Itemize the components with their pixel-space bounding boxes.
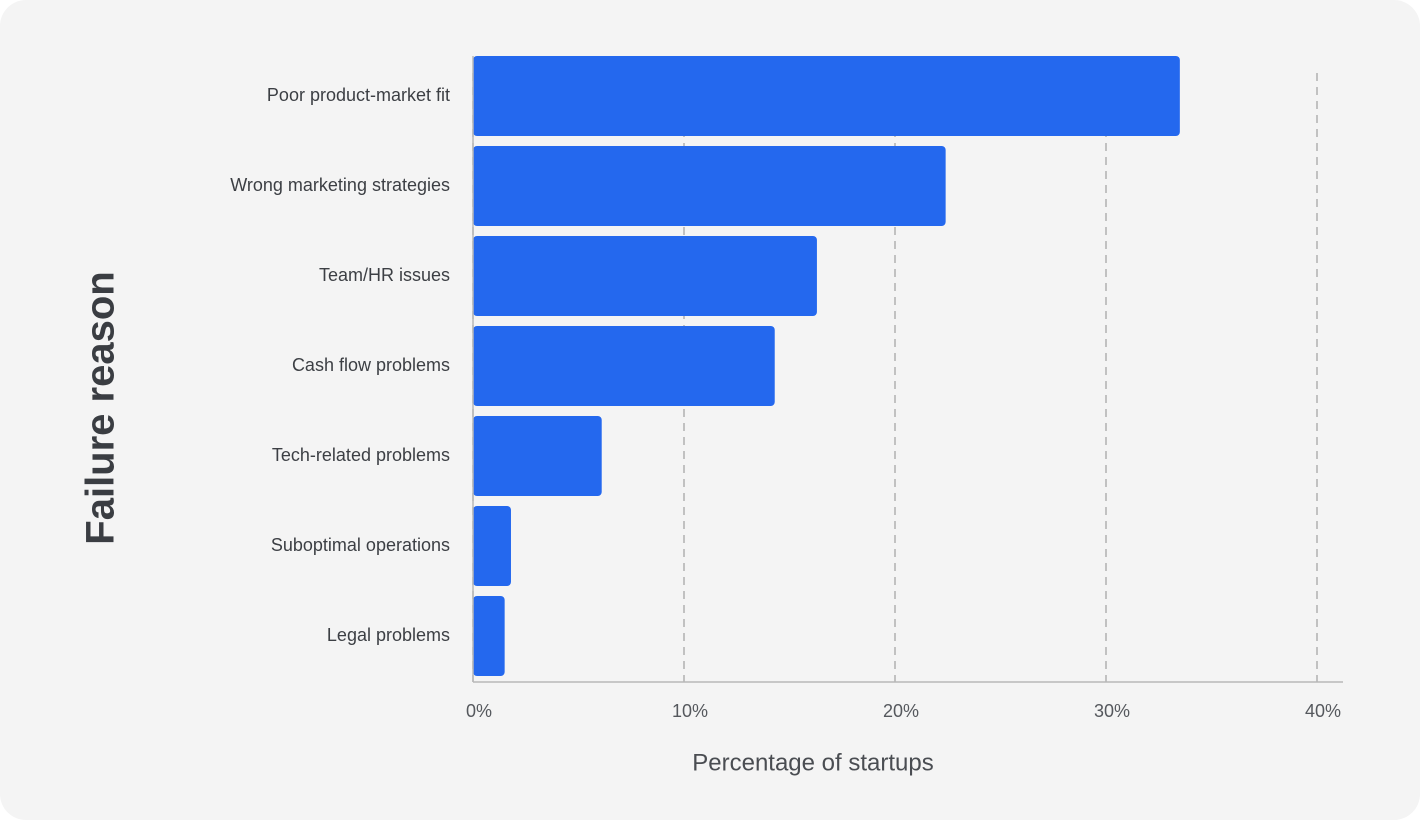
y-axis-title: Failure reason bbox=[79, 271, 123, 544]
x-tick-label: 30% bbox=[1094, 701, 1130, 721]
x-tick-label: 40% bbox=[1305, 701, 1341, 721]
x-tick-label: 0% bbox=[466, 701, 492, 721]
bar bbox=[473, 326, 775, 406]
bar bbox=[473, 416, 602, 496]
y-tick-label: Wrong marketing strategies bbox=[230, 175, 450, 195]
bar bbox=[473, 56, 1180, 136]
bar bbox=[473, 236, 817, 316]
x-tick-label: 20% bbox=[883, 701, 919, 721]
y-tick-label: Cash flow problems bbox=[292, 355, 450, 375]
bar bbox=[473, 596, 505, 676]
bar bbox=[473, 506, 511, 586]
y-tick-label: Poor product-market fit bbox=[267, 85, 450, 105]
y-tick-label: Tech-related problems bbox=[272, 445, 450, 465]
bars bbox=[473, 56, 1180, 676]
x-tick-label: 10% bbox=[672, 701, 708, 721]
x-axis-title: Percentage of startups bbox=[692, 749, 933, 776]
y-tick-label: Team/HR issues bbox=[319, 265, 450, 285]
y-tick-label: Legal problems bbox=[327, 625, 450, 645]
bar bbox=[473, 146, 946, 226]
y-tick-label: Suboptimal operations bbox=[271, 535, 450, 555]
